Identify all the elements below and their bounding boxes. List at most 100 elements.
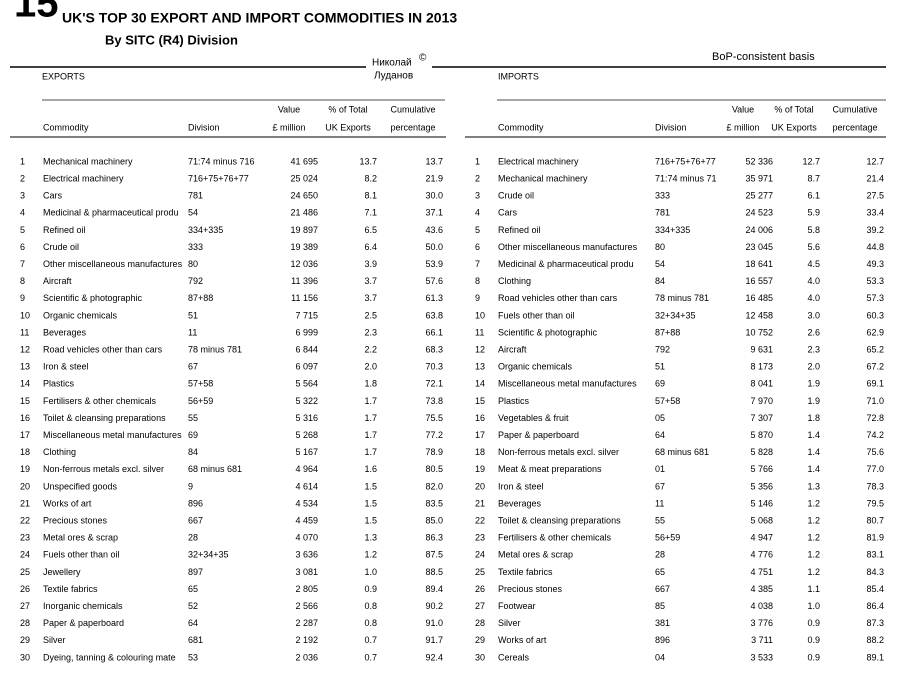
rank: 16 [20, 413, 30, 423]
percent: 6.4 [364, 242, 377, 252]
cumulative: 21.4 [866, 173, 884, 183]
division: 333 [188, 242, 203, 252]
percent: 1.6 [364, 464, 377, 474]
commodity: Aircraft [498, 344, 527, 354]
commodity: Metal ores & scrap [498, 550, 573, 560]
column-header: UK Exports [325, 122, 371, 132]
value: 5 068 [750, 515, 773, 525]
rank: 24 [20, 550, 30, 560]
value: 18 641 [745, 259, 773, 269]
percent: 1.3 [807, 481, 820, 491]
division: 68 minus 681 [655, 447, 709, 457]
percent: 0.9 [364, 584, 377, 594]
rank: 18 [475, 447, 485, 457]
rank: 24 [475, 550, 485, 560]
section-heading: EXPORTS [42, 71, 85, 81]
commodity: Scientific & photographic [43, 293, 143, 303]
value: 8 173 [750, 362, 773, 372]
cumulative: 67.2 [866, 362, 884, 372]
division: 9 [188, 481, 193, 491]
column-header: % of Total [328, 104, 367, 114]
watermark: Луданов [374, 71, 413, 82]
cumulative: 72.8 [866, 413, 884, 423]
rank: 2 [20, 173, 25, 183]
value: 4 751 [750, 567, 773, 577]
division: 55 [188, 413, 198, 423]
cumulative: 85.0 [425, 515, 443, 525]
column-header: Division [655, 122, 687, 132]
division: 52 [188, 601, 198, 611]
value: 4 776 [750, 550, 773, 560]
percent: 1.5 [364, 515, 377, 525]
value: 24 006 [745, 225, 773, 235]
watermark: Николай [372, 58, 412, 69]
cumulative: 71.0 [866, 396, 884, 406]
division: 54 [188, 208, 198, 218]
cumulative: 44.8 [866, 242, 884, 252]
commodity: Vegetables & fruit [498, 413, 569, 423]
watermark: © [419, 53, 427, 64]
percent: 0.8 [364, 618, 377, 628]
column-header: £ million [726, 122, 759, 132]
rank: 9 [475, 293, 480, 303]
percent: 1.2 [807, 533, 820, 543]
commodity: Works of art [498, 635, 547, 645]
percent: 1.8 [807, 413, 820, 423]
rank: 6 [475, 242, 480, 252]
value: 19 389 [290, 242, 318, 252]
rank: 13 [20, 362, 30, 372]
division: 67 [188, 362, 198, 372]
rank: 10 [20, 310, 30, 320]
value: 4 459 [295, 515, 318, 525]
commodity: Metal ores & scrap [43, 533, 118, 543]
division: 896 [188, 498, 203, 508]
percent: 2.6 [807, 327, 820, 337]
division: 32+34+35 [655, 310, 696, 320]
percent: 3.7 [364, 293, 377, 303]
division: 05 [655, 413, 665, 423]
division: 333 [655, 191, 670, 201]
value: 3 711 [751, 635, 773, 645]
cumulative: 13.7 [425, 156, 443, 166]
value: 5 322 [295, 396, 318, 406]
value: 7 970 [750, 396, 773, 406]
value: 5 146 [750, 498, 773, 508]
division: 04 [655, 652, 665, 662]
value: 25 277 [745, 191, 773, 201]
rank: 7 [475, 259, 480, 269]
value: 5 564 [295, 379, 318, 389]
column-header: Commodity [498, 122, 544, 132]
percent: 1.3 [364, 533, 377, 543]
commodity: Plastics [43, 379, 75, 389]
percent: 3.9 [364, 259, 377, 269]
value: 9 631 [750, 344, 773, 354]
value: 4 947 [750, 533, 773, 543]
value: 12 036 [290, 259, 318, 269]
value: 2 287 [295, 618, 318, 628]
division: 32+34+35 [188, 550, 229, 560]
percent: 2.2 [364, 344, 377, 354]
rank: 3 [20, 191, 25, 201]
commodity: Medicinal & pharmaceutical produ [43, 208, 179, 218]
value: 4 534 [295, 498, 318, 508]
percent: 0.8 [364, 601, 377, 611]
commodity: Other miscellaneous manufactures [43, 259, 183, 269]
percent: 8.7 [807, 173, 820, 183]
commodity: Clothing [498, 276, 531, 286]
rank: 3 [475, 191, 480, 201]
value: 21 486 [290, 208, 318, 218]
division: 78 minus 781 [188, 344, 242, 354]
cumulative: 77.2 [425, 430, 443, 440]
column-header: Cumulative [390, 104, 435, 114]
cumulative: 65.2 [866, 344, 884, 354]
rank: 22 [475, 515, 485, 525]
value: 41 695 [290, 156, 318, 166]
percent: 6.5 [364, 225, 377, 235]
cumulative: 75.6 [866, 447, 884, 457]
percent: 1.8 [364, 379, 377, 389]
percent: 2.5 [364, 310, 377, 320]
percent: 0.9 [807, 618, 820, 628]
commodity: Road vehicles other than cars [43, 344, 163, 354]
division: 667 [188, 515, 203, 525]
division: 716+75+76+77 [655, 156, 716, 166]
